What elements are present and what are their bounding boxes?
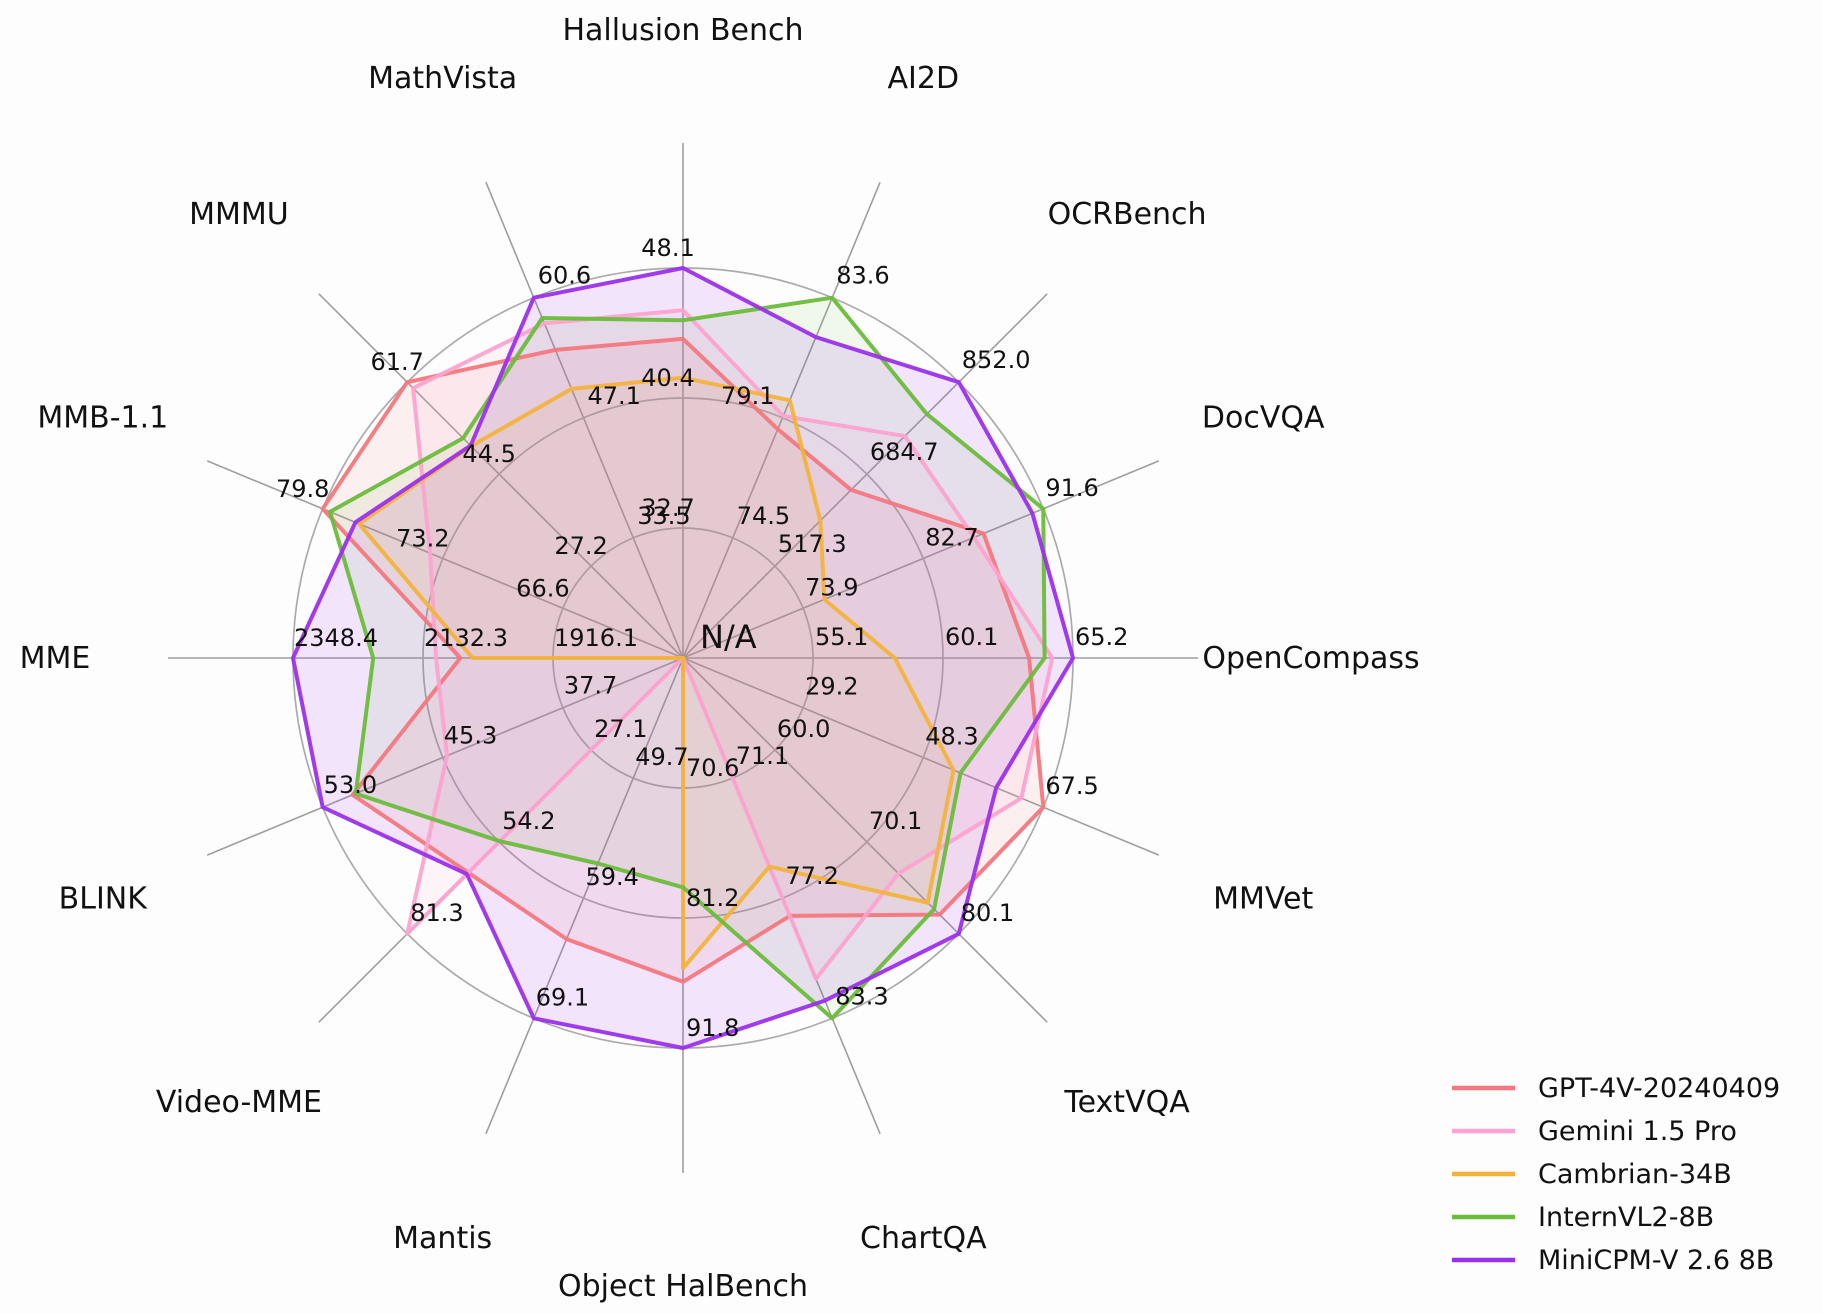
legend-label-gpt-4v-20240409: GPT-4V-20240409 — [1538, 1073, 1780, 1104]
tick-label-ai2d-3: 83.6 — [836, 262, 889, 290]
tick-label-mathvista-2: 47.1 — [588, 382, 641, 410]
axis-label-mathvista: MathVista — [368, 61, 517, 96]
axis-label-chartqa: ChartQA — [860, 1221, 987, 1256]
axis-label-ocrbench: OCRBench — [1048, 197, 1207, 232]
legend-label-cambrian-34b: Cambrian-34B — [1538, 1159, 1732, 1190]
tick-label-mantis-1: 49.7 — [635, 743, 688, 771]
axis-label-mmb-1-1: MMB-1.1 — [37, 401, 168, 436]
axis-label-video-mme: Video-MME — [156, 1085, 322, 1120]
tick-label-object-halbench-1: 70.6 — [686, 754, 739, 782]
axis-label-mmmu: MMMU — [189, 197, 289, 232]
tick-label-ocrbench-2: 684.7 — [870, 438, 939, 466]
tick-label-mmb-1-1-3: 79.8 — [276, 475, 329, 503]
axis-spoke-textvqa — [682, 657, 1048, 1023]
tick-label-textvqa-1: 60.0 — [777, 715, 830, 743]
tick-label-ocrbench-1: 517.3 — [778, 530, 847, 558]
legend-label-internvl2-8b: InternVL2-8B — [1538, 1202, 1714, 1233]
tick-label-object-halbench-3: 91.8 — [686, 1014, 739, 1042]
tick-label-blink-3: 53.0 — [324, 771, 377, 799]
tick-label-hallusion-bench-1: 32.7 — [641, 494, 694, 522]
tick-label-mmb-1-1-1: 66.6 — [516, 574, 569, 602]
series-polygon-minicpm-v-2-6-8b — [291, 266, 1075, 1050]
series-fill-internvl2-8b — [330, 297, 1045, 1019]
tick-label-blink-2: 45.3 — [444, 721, 497, 749]
tick-label-chartqa-3: 83.3 — [835, 982, 888, 1010]
axis-label-mantis: Mantis — [393, 1221, 492, 1256]
series-polygon-gemini-1-5-pro — [405, 308, 1055, 981]
axis-spoke-mantis — [485, 657, 684, 1135]
tick-label-mme-2: 2132.3 — [424, 624, 508, 652]
axis-label-ai2d: AI2D — [888, 61, 960, 96]
tick-label-video-mme-2: 54.2 — [502, 807, 555, 835]
tick-label-ocrbench-3: 852.0 — [962, 346, 1031, 374]
tick-label-video-mme-1: 27.1 — [594, 715, 647, 743]
tick-label-chartqa-2: 77.2 — [785, 862, 838, 890]
tick-label-hallusion-bench-2: 40.4 — [641, 364, 694, 392]
tick-label-mmvet-1: 29.2 — [805, 673, 858, 701]
legend-label-minicpm-v-2-6-8b: MiniCPM-V 2.6 8B — [1538, 1245, 1774, 1276]
center-na-label: N/A — [700, 618, 757, 656]
series-polygon-internvl2-8b — [328, 295, 1047, 1021]
tick-label-mmvet-3: 67.5 — [1045, 772, 1098, 800]
tick-label-mme-1: 1916.1 — [554, 624, 638, 652]
tick-label-ai2d-2: 79.1 — [721, 382, 774, 410]
tick-label-opencompass-1: 55.1 — [815, 623, 868, 651]
axis-spoke-mmmu — [318, 293, 684, 659]
legend-item-gemini-1-5-pro: Gemini 1.5 Pro — [1452, 1116, 1737, 1147]
axis-label-mmvet: MMVet — [1213, 881, 1313, 916]
tick-label-docvqa-1: 73.9 — [805, 573, 858, 601]
tick-label-mmb-1-1-2: 73.2 — [396, 525, 449, 553]
series-fill-gemini-1-5-pro — [407, 310, 1053, 979]
tick-label-hallusion-bench-3: 48.1 — [641, 234, 694, 262]
axis-spoke-ai2d — [682, 181, 881, 659]
tick-label-textvqa-3: 80.1 — [961, 899, 1014, 927]
tick-label-docvqa-3: 91.6 — [1045, 474, 1098, 502]
axis-spoke-mmvet — [682, 657, 1160, 856]
legend-item-internvl2-8b: InternVL2-8B — [1452, 1202, 1714, 1233]
tick-label-object-halbench-2: 81.2 — [686, 884, 739, 912]
tick-label-video-mme-3: 81.3 — [410, 899, 463, 927]
tick-label-blink-1: 37.7 — [564, 672, 617, 700]
tick-label-mmmu-2: 44.5 — [462, 440, 515, 468]
legend-item-cambrian-34b: Cambrian-34B — [1452, 1159, 1732, 1190]
tick-label-textvqa-2: 70.1 — [869, 807, 922, 835]
axis-label-blink: BLINK — [59, 881, 149, 916]
legend: GPT-4V-20240409 Gemini 1.5 Pro Cambrian-34… — [1452, 1073, 1780, 1276]
axis-label-textvqa: TextVQA — [1063, 1085, 1190, 1120]
tick-label-ai2d-1: 74.5 — [737, 502, 790, 530]
series-polygon-gpt-4v-20240409 — [320, 336, 1046, 984]
legend-item-gpt-4v-20240409: GPT-4V-20240409 — [1452, 1073, 1780, 1104]
tick-label-mme-3: 2348.4 — [294, 624, 378, 652]
tick-label-chartqa-1: 71.1 — [736, 742, 789, 770]
axis-spoke-mmb-1-1 — [206, 460, 684, 659]
tick-label-mantis-2: 59.4 — [586, 863, 639, 891]
legend-item-minicpm-v-2-6-8b: MiniCPM-V 2.6 8B — [1452, 1245, 1774, 1276]
tick-label-mathvista-1: 33.5 — [637, 502, 690, 530]
axis-label-opencompass: OpenCompass — [1202, 641, 1419, 676]
tick-label-mmvet-2: 48.3 — [925, 722, 978, 750]
tick-label-opencompass-2: 60.1 — [945, 623, 998, 651]
legend-label-gemini-1-5-pro: Gemini 1.5 Pro — [1538, 1116, 1737, 1147]
tick-label-mathvista-3: 60.6 — [538, 262, 591, 290]
tick-label-mmmu-3: 61.7 — [371, 348, 424, 376]
tick-label-opencompass-3: 65.2 — [1075, 623, 1128, 651]
series-fill-cambrian-34b — [359, 377, 954, 969]
axis-label-object-halbench: Object HalBench — [558, 1269, 808, 1304]
tick-label-docvqa-2: 82.7 — [925, 524, 978, 552]
tick-label-mantis-3: 69.1 — [536, 983, 589, 1011]
tick-label-mmmu-1: 27.2 — [554, 532, 607, 560]
axis-spoke-ocrbench — [682, 293, 1048, 659]
axis-spoke-docvqa — [682, 460, 1160, 659]
axis-spoke-mathvista — [485, 181, 684, 659]
axis-label-mme: MME — [20, 641, 91, 676]
axis-label-docvqa: DocVQA — [1202, 401, 1325, 436]
axis-label-hallusion-bench: Hallusion Bench — [562, 13, 803, 48]
